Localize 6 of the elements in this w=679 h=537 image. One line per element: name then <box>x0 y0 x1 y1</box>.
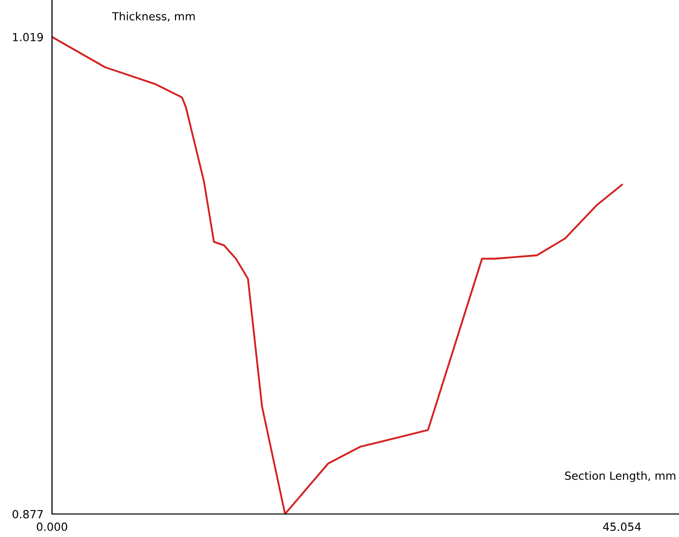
y-axis-title: Thickness, mm <box>112 12 195 22</box>
x-tick-label: 0.000 <box>36 522 68 531</box>
y-tick-label: 1.019 <box>13 32 43 42</box>
x-axis-title: Section Length, mm <box>565 471 676 482</box>
x-tick-label: 45.054 <box>603 522 641 531</box>
y-tick-label: 0.877 <box>12 510 43 518</box>
